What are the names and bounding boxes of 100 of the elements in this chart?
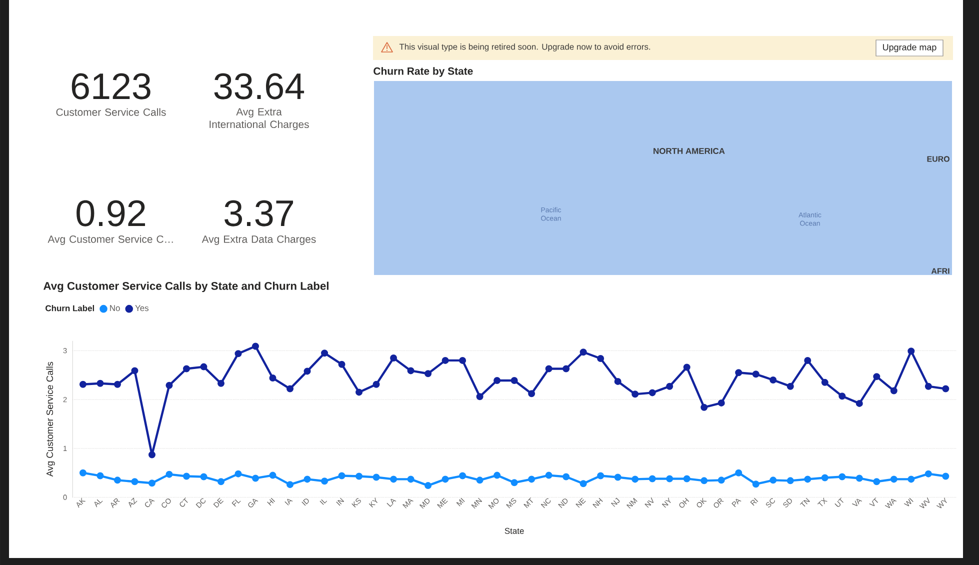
point bbox=[718, 476, 725, 484]
point bbox=[356, 388, 363, 396]
point bbox=[632, 476, 639, 483]
point bbox=[562, 365, 570, 372]
point bbox=[217, 478, 224, 486]
point bbox=[356, 472, 363, 480]
point bbox=[614, 474, 622, 481]
point bbox=[580, 480, 587, 488]
point bbox=[459, 356, 466, 364]
point bbox=[79, 469, 86, 476]
category-label: Avg Extra Data Charges bbox=[202, 235, 316, 245]
point bbox=[648, 389, 656, 396]
point bbox=[286, 385, 294, 392]
point bbox=[131, 367, 138, 374]
point bbox=[528, 476, 536, 483]
x-axis-title: State bbox=[504, 528, 524, 534]
y-axis-title: Avg Customer Service Calls bbox=[46, 362, 55, 477]
point bbox=[252, 474, 259, 482]
point bbox=[424, 482, 432, 490]
point bbox=[442, 356, 449, 364]
point bbox=[821, 378, 828, 386]
point bbox=[476, 476, 484, 484]
point bbox=[752, 370, 760, 378]
data-label: 33.64 bbox=[214, 73, 304, 100]
point bbox=[683, 475, 690, 482]
point bbox=[148, 480, 156, 487]
point bbox=[838, 473, 846, 480]
point bbox=[528, 390, 536, 398]
point bbox=[804, 356, 812, 364]
data-label: 0.92 bbox=[76, 200, 146, 226]
point bbox=[321, 478, 328, 485]
point bbox=[873, 373, 880, 380]
data-label: 3.37 bbox=[224, 200, 294, 226]
point bbox=[217, 380, 224, 387]
point bbox=[821, 474, 828, 482]
point bbox=[510, 479, 518, 486]
point bbox=[942, 472, 950, 480]
point bbox=[510, 376, 518, 384]
point bbox=[666, 382, 674, 390]
point bbox=[752, 480, 760, 488]
legend-label: Yes bbox=[135, 305, 149, 312]
point bbox=[735, 469, 742, 476]
point bbox=[562, 473, 570, 480]
point bbox=[407, 367, 414, 374]
point bbox=[924, 382, 932, 390]
category-label: Avg Customer Service C… bbox=[48, 235, 173, 245]
point bbox=[804, 476, 812, 483]
category-label: Avg Extra International Charges bbox=[210, 108, 309, 130]
point bbox=[890, 476, 898, 483]
point bbox=[597, 472, 604, 480]
legend-label: No bbox=[110, 305, 120, 312]
point bbox=[182, 365, 190, 372]
category-label: Customer Service Calls bbox=[56, 108, 166, 116]
point bbox=[166, 470, 173, 478]
point bbox=[148, 451, 156, 458]
point bbox=[166, 382, 173, 389]
point bbox=[96, 472, 104, 480]
point bbox=[286, 481, 294, 488]
point bbox=[234, 350, 242, 358]
point bbox=[648, 475, 656, 482]
point bbox=[390, 354, 398, 362]
point bbox=[182, 472, 190, 480]
point bbox=[372, 380, 380, 388]
point bbox=[666, 475, 674, 482]
point bbox=[545, 472, 552, 479]
point bbox=[114, 476, 121, 484]
point bbox=[614, 378, 622, 385]
point bbox=[304, 368, 311, 375]
point bbox=[79, 380, 86, 388]
point bbox=[407, 476, 414, 483]
point bbox=[304, 476, 311, 483]
point bbox=[580, 348, 587, 356]
point bbox=[269, 472, 276, 479]
point bbox=[200, 473, 208, 480]
point bbox=[683, 364, 690, 371]
point bbox=[924, 470, 932, 478]
point bbox=[545, 365, 552, 372]
point bbox=[269, 374, 276, 382]
point bbox=[786, 477, 794, 484]
point bbox=[632, 390, 639, 398]
point bbox=[390, 476, 398, 483]
data-label: 6123 bbox=[72, 73, 150, 100]
point bbox=[96, 380, 104, 387]
point bbox=[252, 342, 259, 350]
point bbox=[338, 472, 346, 480]
point bbox=[494, 472, 501, 479]
point bbox=[494, 376, 501, 384]
point bbox=[476, 393, 484, 400]
point bbox=[338, 360, 346, 368]
point bbox=[700, 477, 708, 484]
point bbox=[114, 380, 121, 388]
point bbox=[856, 400, 863, 407]
point bbox=[873, 478, 880, 486]
point bbox=[700, 404, 708, 411]
point bbox=[908, 476, 915, 483]
point bbox=[597, 354, 604, 362]
point bbox=[908, 348, 915, 355]
text: Churn Rate by State bbox=[374, 67, 473, 77]
legend-title: Churn Label bbox=[46, 305, 94, 312]
point bbox=[442, 476, 449, 483]
